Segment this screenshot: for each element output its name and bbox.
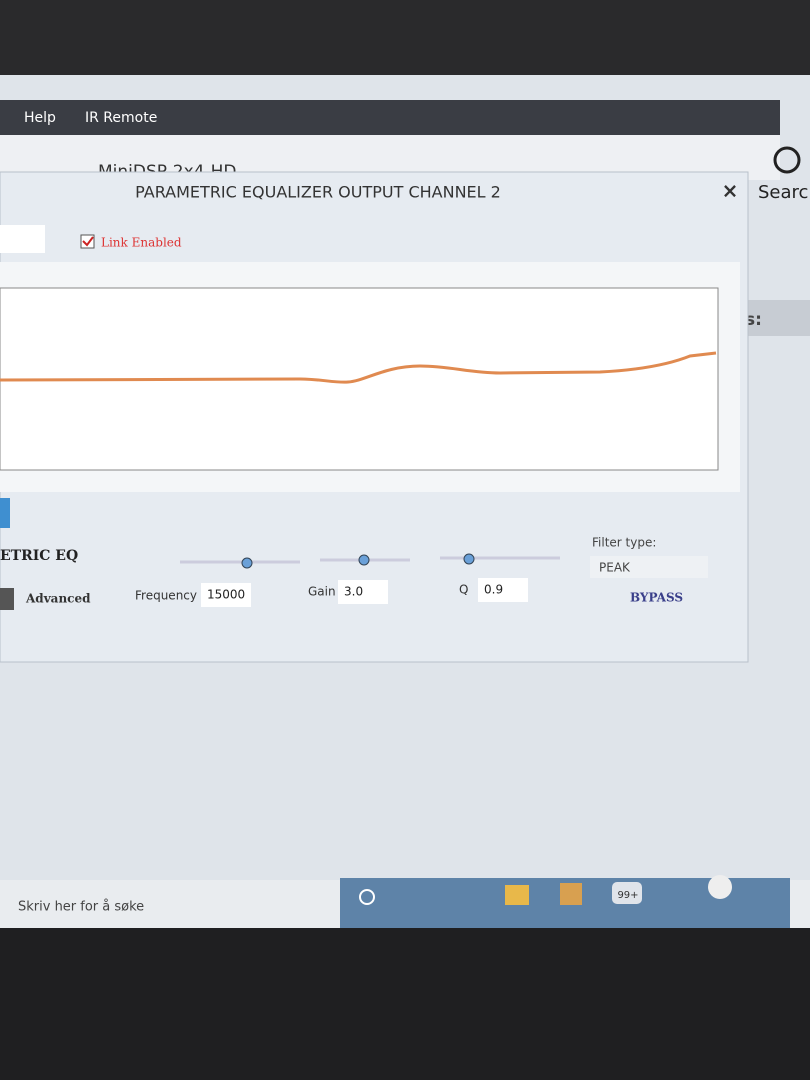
- advanced-label[interactable]: Advanced: [25, 592, 91, 606]
- gain-value: 3.0: [344, 585, 363, 599]
- keyboard-area: [0, 928, 810, 1080]
- dialog-title: PARAMETRIC EQUALIZER OUTPUT CHANNEL 2: [135, 183, 501, 202]
- task-view[interactable]: [359, 889, 375, 905]
- store-icon[interactable]: [560, 883, 582, 905]
- taskbar-search-text[interactable]: Skriv her for å søke: [18, 900, 144, 915]
- q-label: Q: [459, 583, 468, 597]
- bypass-button[interactable]: BYPASS: [630, 591, 683, 605]
- close-button[interactable]: ×: [722, 179, 739, 203]
- name-field[interactable]: [0, 225, 45, 253]
- search-icon[interactable]: [773, 146, 801, 174]
- frequency-value: 15000: [207, 588, 245, 602]
- app-icon[interactable]: [708, 875, 732, 899]
- slider-thumb[interactable]: [463, 553, 475, 565]
- advanced-toggle[interactable]: [0, 588, 14, 610]
- link-checkbox[interactable]: [80, 234, 95, 249]
- filter-value: PEAK: [599, 561, 631, 575]
- badge-text: 99+: [617, 890, 638, 901]
- frequency-input[interactable]: [201, 583, 251, 607]
- response-curve: [0, 351, 717, 384]
- menu-bar: [0, 100, 780, 135]
- q-input[interactable]: [478, 578, 528, 602]
- side-label: s:: [745, 310, 762, 330]
- menu-item[interactable]: IR Remote: [85, 110, 157, 126]
- frequency-label: Frequency: [135, 589, 197, 603]
- menu-item[interactable]: Help: [24, 110, 56, 126]
- gain-input[interactable]: [338, 580, 388, 604]
- side-panel: [740, 300, 810, 336]
- slider-thumb[interactable]: [241, 557, 253, 569]
- filter-label: Filter type:: [592, 536, 656, 550]
- link-label: Link Enabled: [101, 236, 182, 250]
- gain-label: Gain: [308, 585, 336, 599]
- filter-select[interactable]: [590, 556, 708, 578]
- q-value: 0.9: [484, 583, 503, 597]
- checkmark: [82, 236, 94, 247]
- section-title: ETRIC EQ: [0, 548, 78, 564]
- slider-thumb[interactable]: [358, 554, 370, 566]
- explorer-icon[interactable]: [505, 885, 529, 905]
- eq-tab[interactable]: [0, 498, 10, 528]
- mail-badge[interactable]: [612, 882, 642, 904]
- search-label: Searc: [758, 182, 808, 203]
